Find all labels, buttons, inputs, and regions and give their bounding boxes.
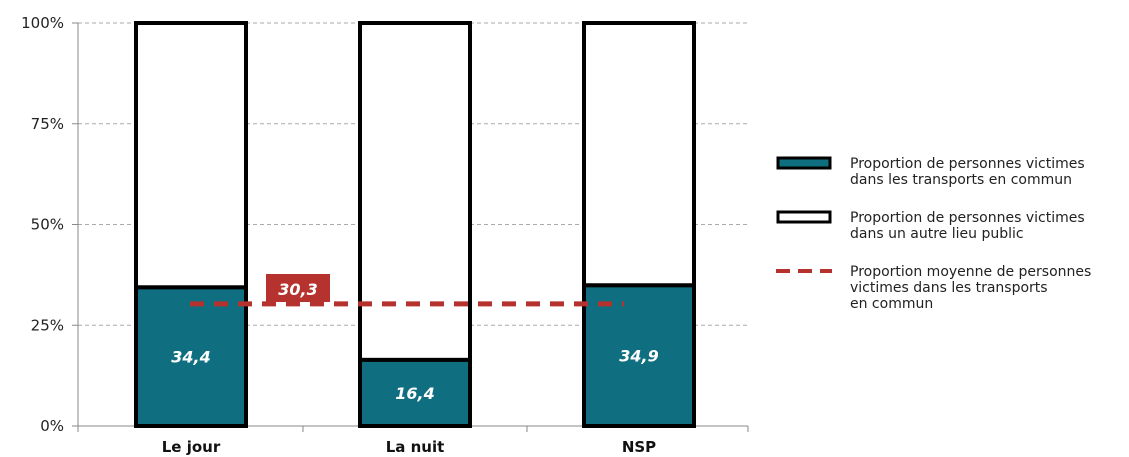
bars — [134, 21, 696, 429]
gridlines — [72, 22, 749, 432]
legend-swatch-transport — [776, 156, 832, 170]
legend-swatch-other — [776, 210, 832, 224]
legend-label-line: dans les transports en commun — [850, 172, 1072, 188]
y-tick-label: 50% — [31, 216, 64, 234]
x-category-label: NSP — [622, 438, 656, 456]
legend-label-line: Proportion de personnes victimes — [850, 210, 1085, 226]
y-tick-label: 100% — [21, 14, 64, 32]
y-tick-label: 0% — [40, 417, 64, 435]
legend-label-line: Proportion moyenne de personnes — [850, 264, 1091, 280]
bar-other-public-place — [358, 21, 472, 362]
labels: 0% 25% 50% 75% 100% 34,4 Le jour 16,4 La nuit 34,… — [21, 14, 659, 456]
legend-label-line: dans un autre lieu public — [850, 226, 1024, 242]
reference-line-group: 30,3 — [190, 274, 624, 307]
y-tick-label: 75% — [31, 115, 64, 133]
bar-data-label: 34,9 — [619, 347, 658, 366]
reference-label-box — [266, 274, 330, 302]
reference-label: 30,3 — [278, 280, 317, 299]
bar-public-transport — [358, 357, 472, 428]
legend-label-line: en commun — [850, 296, 933, 312]
bar-public-transport — [582, 283, 696, 428]
legend-label-line: Proportion de personnes victimes — [850, 156, 1085, 172]
bar-other-public-place — [582, 21, 696, 288]
bar-other-public-place — [134, 21, 248, 290]
x-category-label: Le jour — [162, 438, 221, 456]
x-category-label: La nuit — [386, 438, 445, 456]
bar-data-label: 16,4 — [395, 384, 434, 403]
legend-label-line: victimes dans les transports — [850, 280, 1048, 296]
bar-data-label: 34,4 — [171, 348, 210, 367]
bar-public-transport — [134, 285, 248, 429]
y-tick-label: 25% — [31, 316, 64, 334]
